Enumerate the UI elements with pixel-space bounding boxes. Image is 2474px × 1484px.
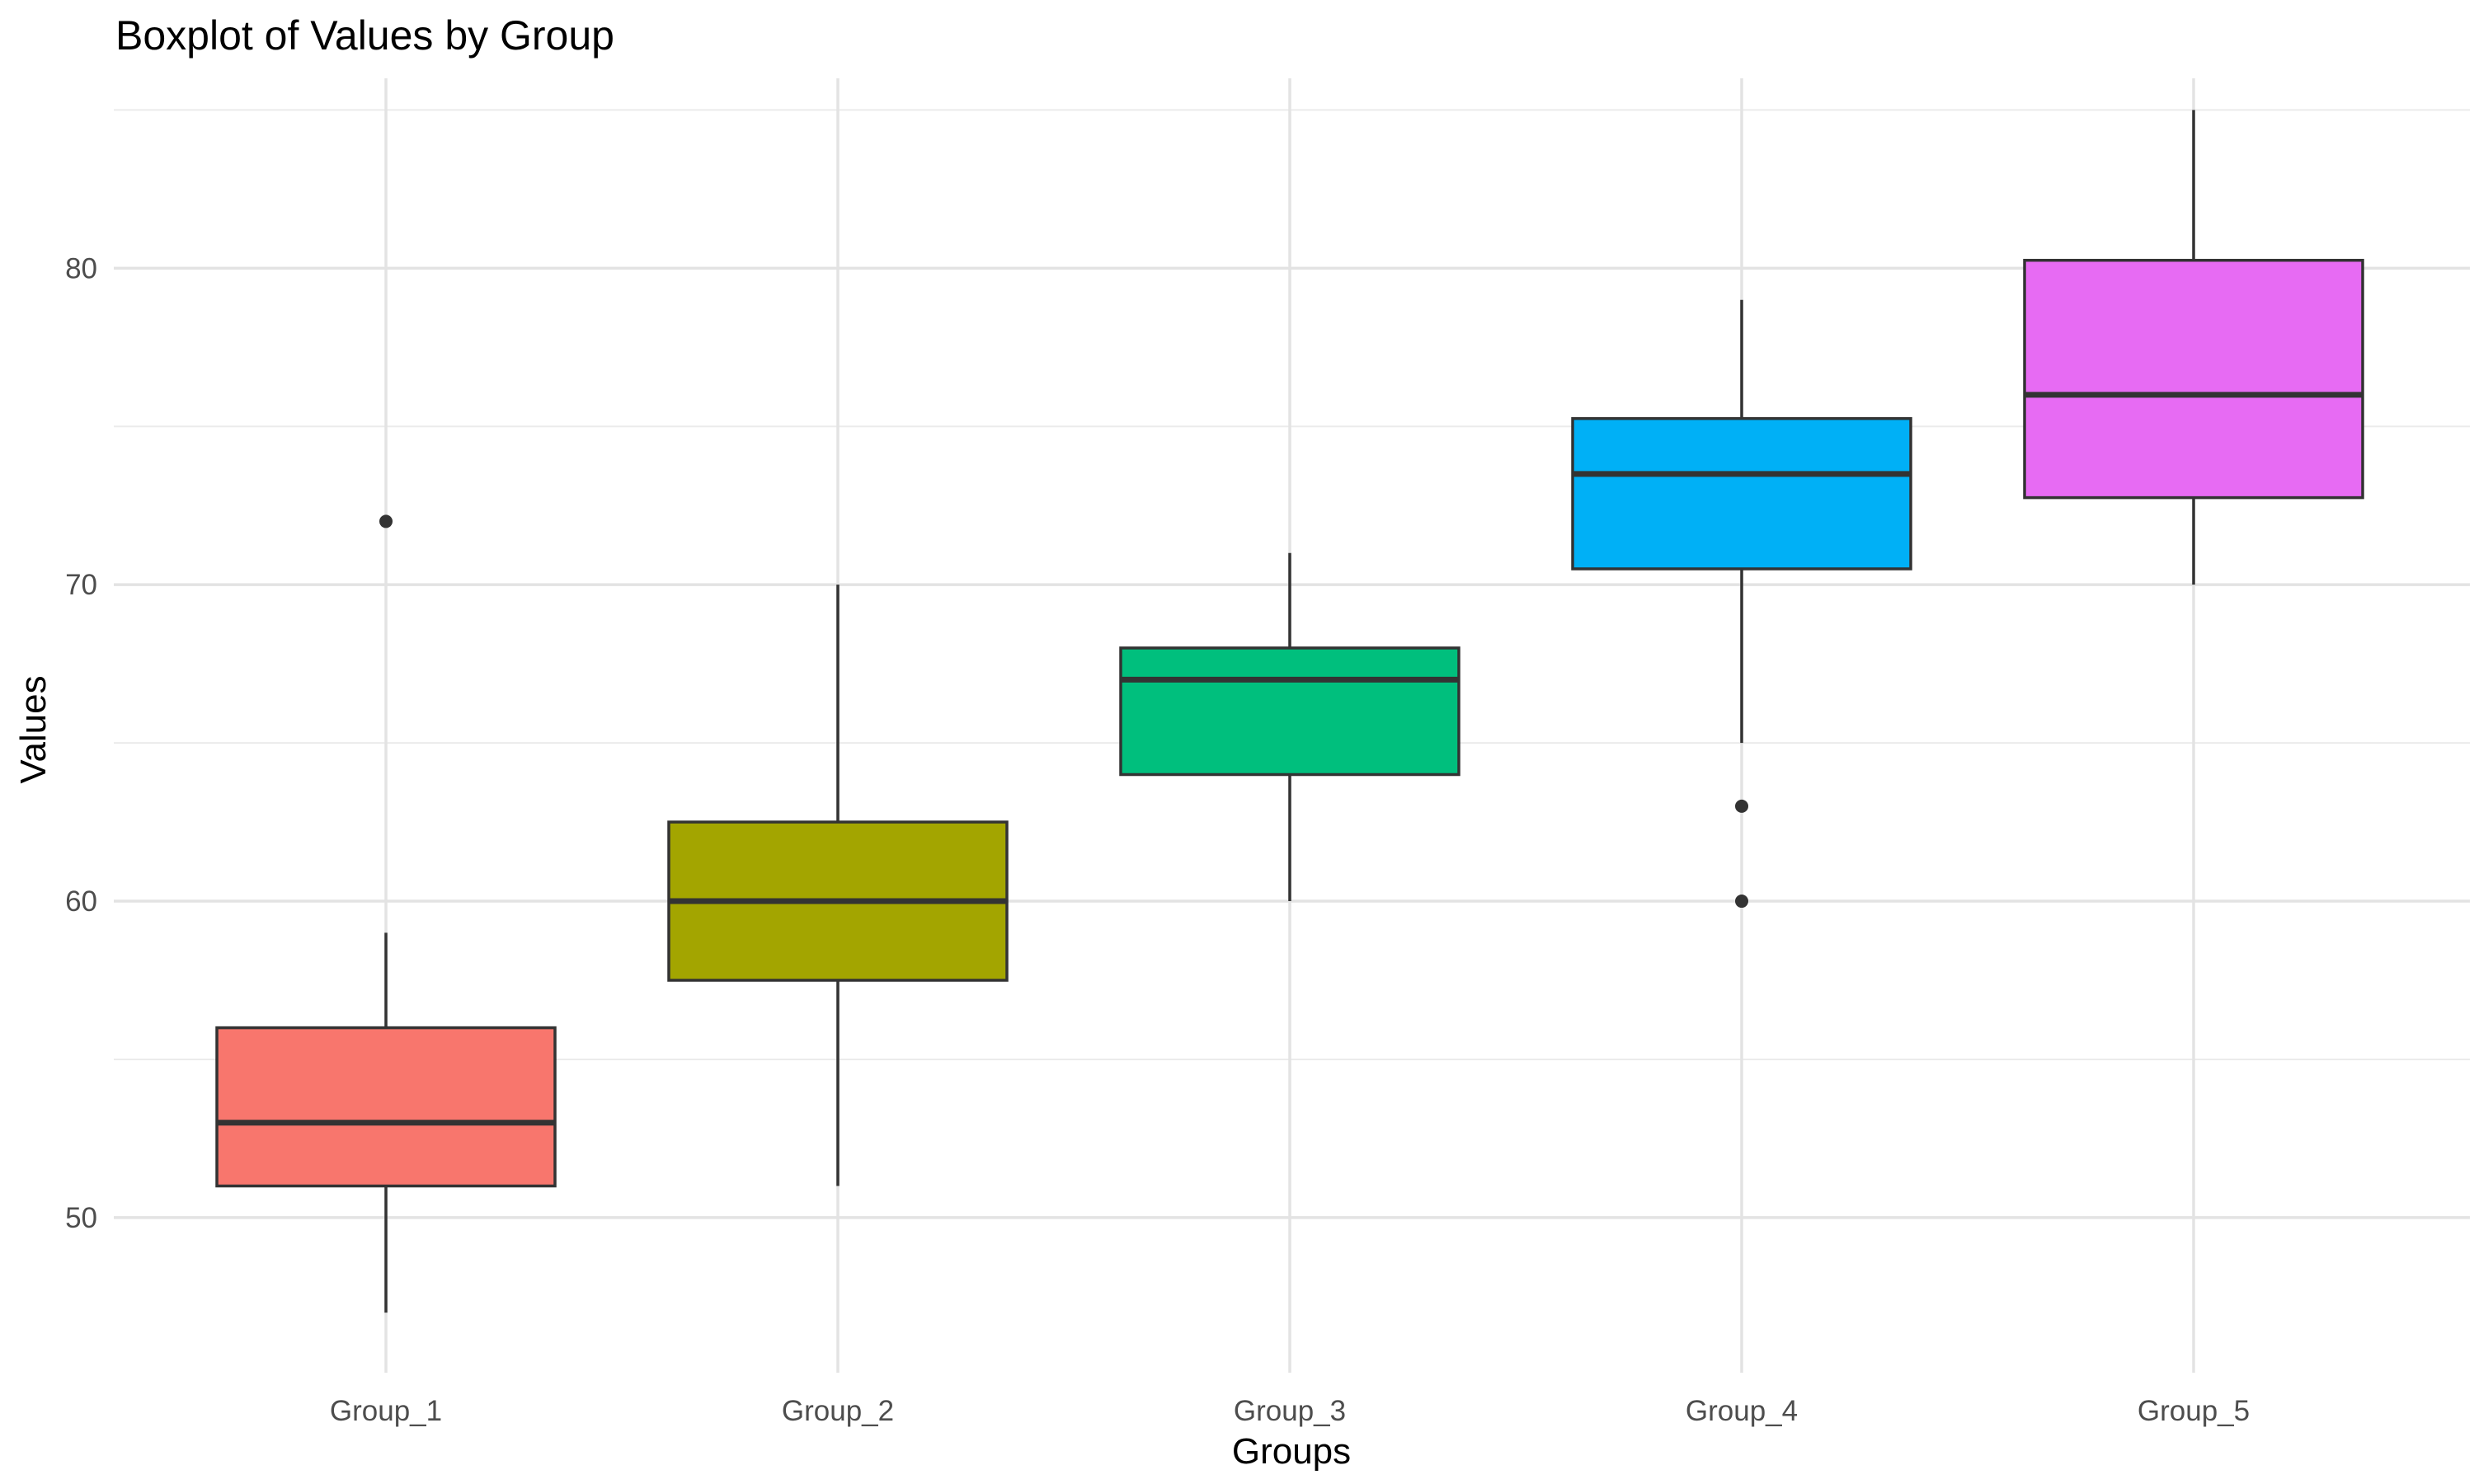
box-Group_5 [2023, 110, 2364, 585]
y-tick-label: 60 [65, 885, 97, 918]
y-tick-label: 80 [65, 252, 97, 284]
y-tick-label: 70 [65, 569, 97, 601]
outlier-point [1735, 799, 1748, 813]
chart-title: Boxplot of Values by Group [115, 12, 614, 59]
box-iqr [1571, 416, 1912, 571]
x-tick-label: Group_5 [2138, 1395, 2250, 1427]
x-tick-label: Group_4 [1686, 1395, 1798, 1427]
box-Group_4 [1571, 299, 1912, 909]
box-Group_1 [215, 514, 557, 1313]
grid-lines [114, 78, 2470, 1373]
x-tick-labels: Group_1 Group_2 Group_3 Group_4 Group_5 [330, 1395, 2250, 1427]
x-tick-label: Group_1 [330, 1395, 442, 1427]
y-tick-label: 50 [65, 1202, 97, 1234]
box-iqr [1119, 646, 1460, 777]
box-Group_3 [1119, 552, 1460, 902]
x-tick-label: Group_3 [1234, 1395, 1346, 1427]
x-tick-label: Group_2 [782, 1395, 894, 1427]
box-iqr [2023, 258, 2364, 500]
y-axis-title: Values [13, 675, 54, 783]
boxes-layer [215, 110, 2364, 1313]
box-iqr [215, 1026, 557, 1188]
box-Group_2 [667, 585, 1009, 1186]
y-tick-labels: 50 60 70 80 [65, 252, 97, 1234]
x-axis-title: Groups [1232, 1431, 1351, 1472]
outlier-point [379, 514, 393, 528]
outlier-point [1735, 895, 1748, 909]
